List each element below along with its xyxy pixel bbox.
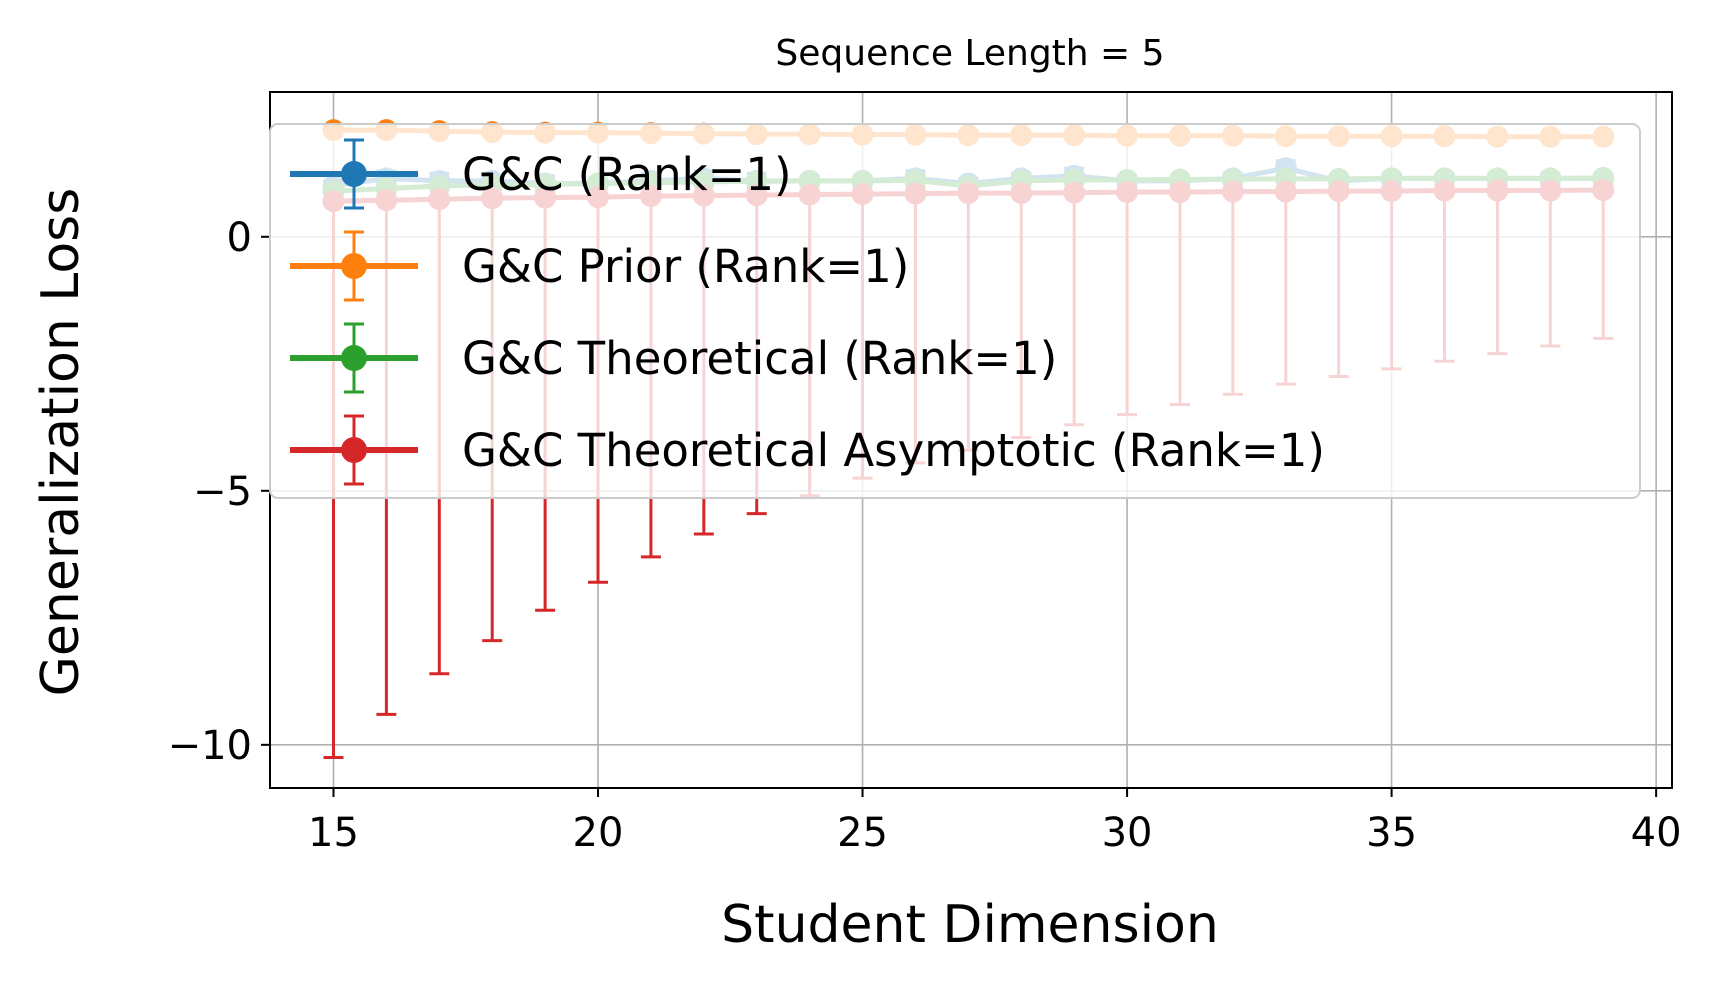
legend-entry: G&C Theoretical Asymptotic (Rank=1) — [290, 414, 1325, 486]
legend-label: G&C Theoretical (Rank=1) — [462, 332, 1057, 385]
x-tick-label: 30 — [1102, 810, 1153, 856]
x-axis-label: Student Dimension — [721, 895, 1219, 955]
y-axis-label: Generalization Loss — [31, 188, 91, 697]
legend: G&C (Rank=1) G&C Prior (Rank=1) G&C Theore… — [269, 123, 1641, 499]
legend-label: G&C Prior (Rank=1) — [462, 240, 909, 293]
y-tick-label: −5 — [193, 469, 252, 515]
x-tick-label: 35 — [1366, 810, 1417, 856]
x-tick-label: 20 — [573, 810, 624, 856]
chart-title: Sequence Length = 5 — [775, 33, 1164, 74]
legend-entry: G&C Theoretical (Rank=1) — [290, 322, 1057, 394]
y-tick-label: 0 — [227, 215, 252, 261]
x-tick-label: 25 — [837, 810, 888, 856]
legend-label: G&C (Rank=1) — [462, 148, 792, 201]
x-tick-label: 40 — [1631, 810, 1682, 856]
legend-marker — [341, 253, 367, 279]
x-tick-label: 15 — [308, 810, 359, 856]
y-tick-label: −10 — [168, 723, 252, 769]
legend-entry: G&C (Rank=1) — [290, 138, 792, 210]
legend-marker — [341, 161, 367, 187]
legend-entry: G&C Prior (Rank=1) — [290, 230, 909, 302]
legend-marker — [341, 345, 367, 371]
legend-box — [269, 123, 1641, 499]
legend-marker — [341, 437, 367, 463]
legend-label: G&C Theoretical Asymptotic (Rank=1) — [462, 424, 1325, 477]
ticks: 15 20 25 30 35 40 0 −5 −10 — [168, 215, 1682, 856]
